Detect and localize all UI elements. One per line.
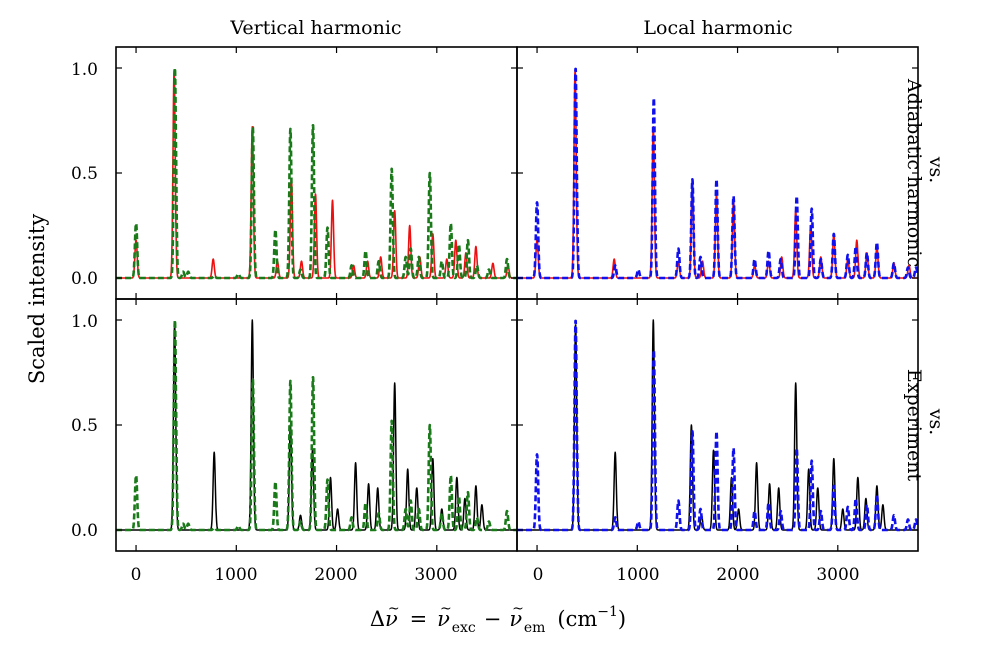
panel-frame [516,298,919,552]
row-title-experiment-vs: vs. [925,408,947,436]
xlabel-minus: − [484,607,502,631]
x-tick-label-right-2: 2000 [716,565,759,585]
xlabel-unit-exp: −1 [597,604,618,620]
y-tick-label-top-0: 0.0 [71,269,98,289]
xlabel-nu-1: ν [385,607,398,631]
xlabel-equals: = [410,607,428,631]
panel-local-vs-experiment [516,298,919,552]
xlabel-nu-2: ν [437,607,450,631]
y-tick-label-bottom-2: 1.0 [71,312,98,332]
x-axis-label: Δν~ = ν~exc − ν~em (cm−1) [370,601,626,636]
series-group [116,66,517,280]
series-line-adiabatic [116,69,517,279]
column-title-vertical: Vertical harmonic [229,17,401,39]
xlabel-unit-open: (cm [557,607,597,631]
xlabel-tilde-3: ~ [512,601,524,617]
x-tick-label-right-1: 1000 [616,565,659,585]
y-axis-label: Scaled intensity [25,214,49,384]
xlabel-tilde-2: ~ [440,601,452,617]
x-tick-label-right-3: 3000 [816,565,859,585]
y-tick-label-bottom-0: 0.0 [71,521,98,541]
y-tick-label-top-2: 1.0 [71,60,98,80]
series-line-local [517,319,918,532]
x-tick-label-right-0: 0 [533,565,544,585]
series-group [517,319,918,532]
y-tick-label-top-1: 0.5 [71,164,98,184]
series-group [116,318,517,532]
series-line-local [517,67,918,280]
xlabel-unit-close: ) [618,607,626,631]
xlabel-sub-em: em [524,620,546,636]
series-group [517,67,918,280]
row-title-adiabatic-vs: vs. [925,156,947,184]
xlabel-tilde-1: ~ [388,601,400,617]
x-tick-label-left-1: 1000 [214,565,257,585]
xlabel-nu-3: ν [509,607,522,631]
xlabel-sub-exc: exc [452,620,476,636]
x-tick-label-left-3: 3000 [414,565,457,585]
column-title-local: Local harmonic [643,17,792,39]
x-tick-label-left-2: 2000 [314,565,357,585]
y-tick-label-bottom-1: 0.5 [71,416,98,436]
xlabel-delta: Δ [370,607,385,631]
x-tick-label-left-0: 0 [131,565,142,585]
